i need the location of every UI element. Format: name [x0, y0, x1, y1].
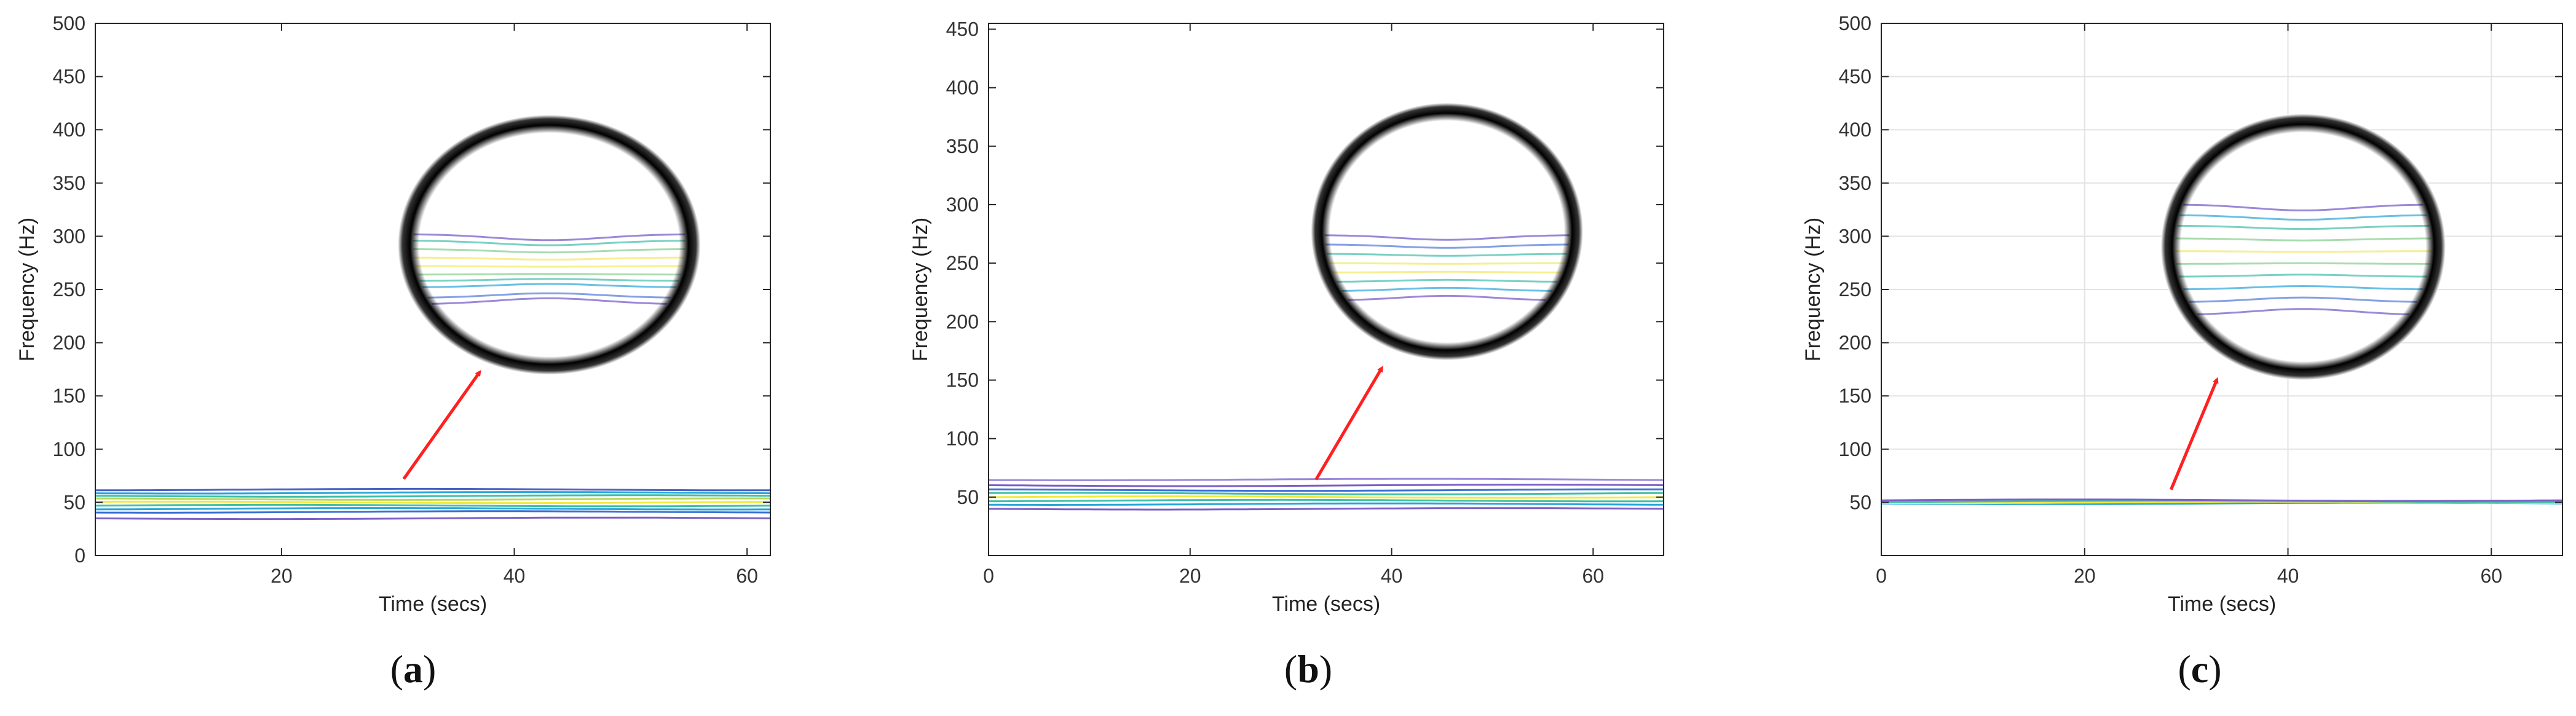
panel-caption: (b) — [1284, 647, 1332, 691]
zoom-inset — [1311, 103, 1583, 361]
x-tick-label: 40 — [1381, 565, 1403, 587]
x-tick-label: 60 — [2480, 565, 2502, 587]
y-tick-label: 50 — [63, 491, 85, 513]
y-tick-label: 300 — [946, 194, 979, 216]
contour-lines — [988, 478, 1664, 511]
contour-line — [988, 507, 1664, 511]
x-tick-label: 40 — [504, 565, 526, 587]
y-tick-label: 100 — [1839, 438, 1871, 460]
panel-b: 0 20 40 60 50 100 150 200 250 300 350 400 450 Time (s… — [909, 18, 1664, 691]
x-tick-label: 0 — [1876, 565, 1887, 587]
y-tick-label: 100 — [53, 438, 85, 460]
contour-lines — [1881, 498, 2563, 505]
contour-line — [95, 507, 770, 511]
y-tick-label: 50 — [1849, 491, 1871, 513]
y-axis-label: Frequency (Hz) — [1801, 218, 1825, 361]
zoom-circle-ring — [1311, 103, 1583, 361]
zoom-inset — [398, 114, 701, 375]
y-tick-label: 300 — [1839, 225, 1871, 247]
caption-paren-open: ( — [390, 647, 403, 691]
y-tick-label: 350 — [53, 172, 85, 194]
panel-a: 20 40 60 0 50 100 150 200 250 300 350 400 450 500 Time… — [15, 12, 771, 691]
x-tick-label: 40 — [2277, 565, 2299, 587]
y-tick-label: 150 — [53, 385, 85, 407]
y-tick-label: 100 — [946, 428, 979, 450]
x-tick-label: 0 — [983, 565, 994, 587]
y-tick-label: 450 — [53, 66, 85, 88]
contour-line — [95, 516, 771, 521]
caption-letter: b — [1297, 647, 1319, 691]
caption-paren-close: ) — [423, 647, 436, 691]
contour-line — [95, 510, 771, 514]
y-tick-label: 500 — [53, 12, 85, 34]
y-tick-label: 150 — [1839, 385, 1871, 407]
x-tick-label: 60 — [1582, 565, 1604, 587]
contour-line — [989, 488, 1664, 492]
contour-line — [95, 491, 771, 495]
y-tick-label: 400 — [53, 119, 85, 141]
y-tick-label: 350 — [946, 135, 979, 157]
y-tick-label: 300 — [53, 225, 85, 247]
contour-line — [95, 494, 771, 498]
zoom-arrow — [1314, 366, 1383, 481]
panel-caption: (a) — [390, 647, 437, 691]
contour-line — [988, 484, 1664, 487]
y-tick-label: 250 — [1839, 278, 1871, 301]
caption-paren-open: ( — [1284, 647, 1297, 691]
contour-line — [95, 503, 771, 508]
x-axis-label: Time (secs) — [1272, 592, 1380, 616]
zoom-circle-ring — [398, 114, 701, 375]
caption-letter: c — [2191, 647, 2208, 691]
panel-caption: (c) — [2178, 647, 2221, 691]
y-tick-label: 450 — [1839, 66, 1871, 88]
y-tick-label: 500 — [1839, 12, 1871, 34]
y-tick-label: 250 — [53, 278, 85, 301]
y-tick-label: 450 — [946, 18, 979, 41]
x-axis-label: Time (secs) — [2168, 592, 2276, 616]
y-tick-label: 400 — [946, 77, 979, 99]
y-axis-label: Frequency (Hz) — [909, 218, 932, 361]
zoom-arrow — [402, 370, 481, 480]
y-tick-label: 200 — [1839, 332, 1871, 354]
caption-paren-open: ( — [2178, 647, 2191, 691]
y-tick-label: 250 — [946, 252, 979, 274]
y-tick-label: 200 — [946, 310, 979, 332]
contour-line — [95, 487, 770, 492]
contour-line — [988, 478, 1664, 481]
y-tick-label: 150 — [946, 369, 979, 391]
contour-line — [989, 502, 1664, 506]
x-tick-label: 60 — [736, 565, 758, 587]
contour-line — [989, 498, 1664, 503]
x-tick-label: 20 — [271, 565, 293, 587]
y-tick-label: 50 — [957, 486, 979, 508]
y-tick-label: 400 — [1839, 119, 1871, 141]
zoom-arrow — [2170, 377, 2219, 490]
caption-letter: a — [403, 647, 423, 691]
contour-lines — [95, 487, 771, 521]
contour-line — [95, 497, 771, 501]
zoom-circle-ring — [2160, 114, 2446, 380]
y-tick-label: 0 — [74, 545, 85, 567]
caption-paren-close: ) — [2208, 647, 2221, 691]
y-tick-label: 200 — [53, 332, 85, 354]
zoom-inset — [2160, 114, 2446, 380]
x-tick-label: 20 — [1179, 565, 1201, 587]
contour-line — [1881, 498, 2563, 502]
contour-line — [988, 492, 1664, 495]
x-tick-label: 20 — [2074, 565, 2096, 587]
y-axis-label: Frequency (Hz) — [15, 218, 39, 361]
panel-c: 0 20 40 60 50 100 150 200 250 300 350 400 450 500 Time… — [1801, 12, 2563, 691]
contour-line — [988, 495, 1664, 499]
y-tick-label: 350 — [1839, 172, 1871, 194]
x-axis-label: Time (secs) — [379, 592, 487, 616]
contour-line — [95, 500, 771, 505]
caption-paren-close: ) — [1319, 647, 1332, 691]
axes-box — [988, 23, 1664, 556]
